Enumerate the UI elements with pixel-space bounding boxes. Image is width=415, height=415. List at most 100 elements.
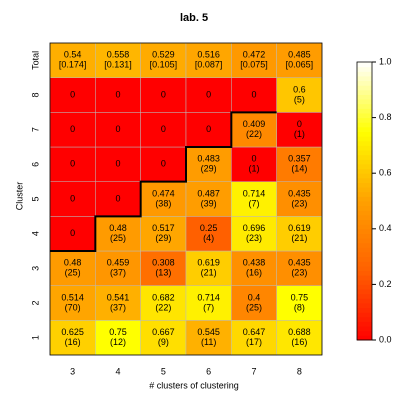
cell-label: (29) [201,164,217,174]
heatmap-cell [185,181,232,217]
x-tick-label: 5 [161,366,166,376]
cell-value: 0 [70,89,75,99]
cell-label: (22) [155,302,171,312]
heatmap-cell [276,146,323,182]
colorbar-tick-label: 1.0 [379,56,392,66]
colorbar-step [357,177,372,183]
cell-label: [0.087] [195,60,223,70]
cell-value: 0.619 [288,223,311,233]
cell-value: 0.667 [152,327,175,337]
cell-value: 0.714 [243,188,266,198]
cell-label: (4) [203,233,214,243]
colorbar-step [357,270,372,276]
y-tick-label: 3 [30,266,40,271]
cell-label: (11) [201,337,216,347]
cell-label: (23) [291,268,307,278]
cell-value: 0.514 [61,292,84,302]
heatmap-cell [231,112,277,148]
cell-value: 0.357 [288,154,311,164]
cell-value: 0.459 [107,258,130,268]
colorbar-step [357,289,372,295]
cell-value: 0.435 [288,258,311,268]
cell-label: (1) [294,129,305,139]
cell-value: 0.25 [200,223,218,233]
heatmap-cell [49,112,96,148]
cell-value: 0.647 [243,327,266,337]
cell-value: 0.6 [293,84,306,94]
cell-value: 0 [161,159,166,169]
y-tick-label: 4 [30,231,40,236]
x-tick-label: 7 [251,366,256,376]
cell-value: 0 [70,193,75,203]
colorbar-step [357,275,372,281]
cell-value: 0.4 [248,292,261,302]
cell-value: 0 [70,124,75,134]
heatmap-cell [95,216,141,252]
heatmap-cell [185,112,232,148]
cell-value: 0.438 [243,258,266,268]
colorbar-step [357,173,372,179]
heatmap-cell [185,250,232,286]
y-tick-label: 1 [30,335,40,340]
colorbar-tick-label: 0.2 [379,279,392,289]
cell-value: 0.619 [197,258,220,268]
colorbar-step [357,219,372,225]
cell-value: 0.483 [197,154,220,164]
colorbar-step [357,103,372,109]
heatmap-cell [49,42,96,78]
cell-label: (21) [201,268,217,278]
colorbar-step [357,321,372,327]
cell-label: (5) [294,94,305,104]
cell-label: (25) [65,268,81,278]
colorbar-step [357,335,372,341]
colorbar-step [357,159,372,165]
colorbar-step [357,214,372,221]
cell-value: 0.625 [61,327,84,337]
colorbar-step [357,85,372,91]
cell-value: 0.517 [152,223,175,233]
colorbar-step [357,256,372,262]
colorbar-step [357,145,372,151]
colorbar-step [357,187,372,193]
cell-value: 0.541 [107,292,130,302]
colorbar-step [357,233,372,239]
cell-label: (39) [201,198,217,208]
cell-label: [0.075] [240,60,268,70]
colorbar-step [357,89,372,95]
colorbar-step [357,163,372,170]
heatmap-cell [276,77,323,113]
cell-value: 0.558 [107,50,130,60]
cell-value: 0.682 [152,292,175,302]
colorbar-step [357,330,372,336]
cell-value: 0.696 [243,223,266,233]
colorbar-step [357,168,372,174]
cell-label: (23) [291,198,307,208]
cell-label: (21) [291,233,307,243]
heatmap-cell [140,216,187,252]
cell-value: 0.487 [197,188,220,198]
colorbar-step [357,201,372,207]
cell-value: 0 [115,124,120,134]
cell-value: 0.688 [288,327,311,337]
colorbar-step [357,140,372,146]
colorbar-step [357,307,372,313]
cell-value: 0.54 [64,50,82,60]
x-tick-label: 6 [206,366,211,376]
colorbar-frame [356,61,373,341]
colorbar-step [357,238,372,244]
heatmap-cell [140,77,187,113]
colorbar-step [357,191,372,197]
colorbar-step [357,293,372,299]
colorbar-step [357,224,372,230]
colorbar-step [357,298,372,304]
colorbar-step [357,94,372,100]
heatmap-cell [231,146,277,182]
colorbar-step [357,251,372,258]
cell-label: (38) [155,198,171,208]
colorbar-step [357,265,372,271]
colorbar-tick-label: 0.8 [379,112,392,122]
cell-value: 0 [115,89,120,99]
heatmap-cell [231,77,277,113]
colorbar-step [357,205,372,211]
